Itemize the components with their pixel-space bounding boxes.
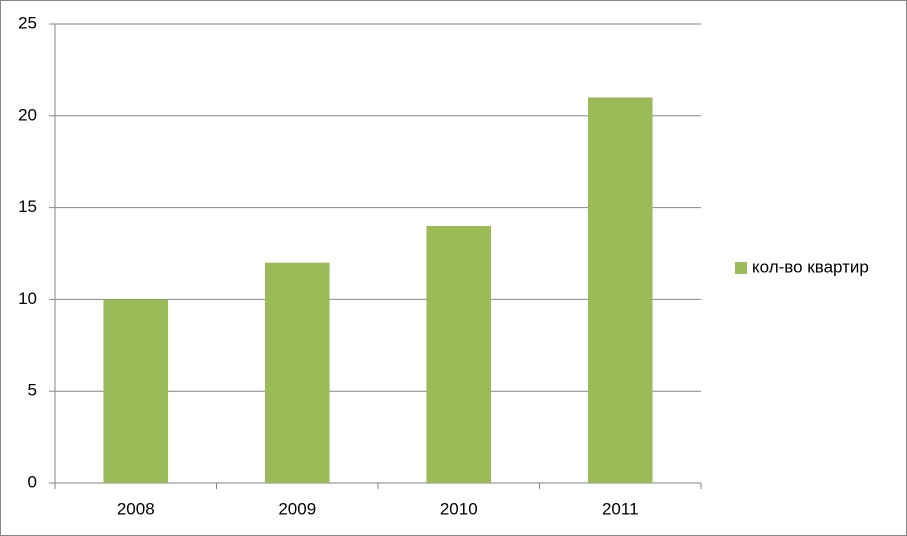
y-tick-label: 5	[28, 381, 37, 400]
x-tick-label: 2008	[117, 499, 155, 518]
legend-label: кол-во квартир	[752, 257, 869, 276]
x-tick-label: 2011	[602, 499, 639, 518]
y-tick-label: 25	[18, 13, 37, 32]
y-tick-label: 0	[28, 472, 37, 491]
x-tick-label: 2009	[278, 499, 316, 518]
x-tick-label: 2010	[440, 499, 478, 518]
legend-swatch	[735, 262, 747, 274]
bar	[587, 97, 653, 483]
bar	[103, 299, 169, 483]
bar	[264, 262, 330, 483]
y-tick-label: 15	[18, 197, 37, 216]
bar	[426, 225, 492, 483]
y-tick-label: 20	[18, 105, 37, 124]
y-tick-label: 10	[18, 289, 37, 308]
